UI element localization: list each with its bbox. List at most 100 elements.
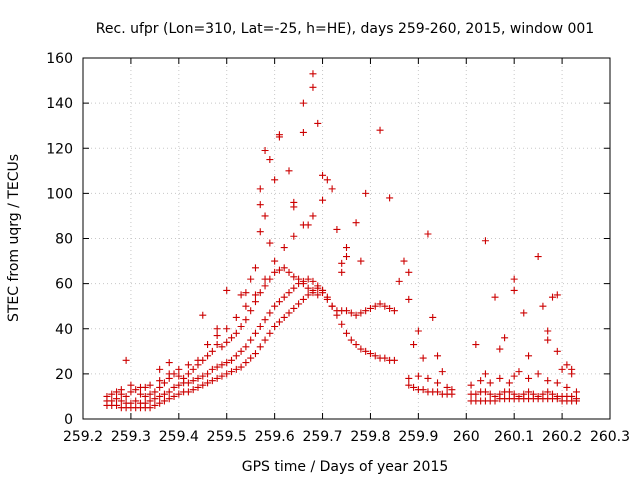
data-point bbox=[256, 201, 264, 209]
data-point bbox=[496, 374, 504, 382]
data-point bbox=[132, 386, 140, 394]
data-point bbox=[175, 372, 183, 380]
data-point bbox=[151, 388, 159, 396]
data-point bbox=[319, 196, 327, 204]
y-tick-label: 140 bbox=[46, 96, 73, 112]
data-point bbox=[151, 395, 159, 403]
data-point bbox=[295, 275, 303, 283]
data-point bbox=[314, 291, 322, 299]
data-point bbox=[218, 372, 226, 380]
data-point bbox=[194, 374, 202, 382]
data-points bbox=[103, 70, 580, 412]
data-point bbox=[242, 343, 250, 351]
data-point bbox=[443, 383, 451, 391]
data-point bbox=[122, 392, 130, 400]
data-point bbox=[510, 275, 518, 283]
data-point bbox=[309, 277, 317, 285]
data-point bbox=[481, 237, 489, 245]
data-point bbox=[290, 232, 298, 240]
data-point bbox=[232, 313, 240, 321]
data-point bbox=[189, 386, 197, 394]
data-point bbox=[434, 388, 442, 396]
data-point bbox=[309, 83, 317, 91]
data-point bbox=[558, 365, 566, 373]
data-point bbox=[362, 189, 370, 197]
y-tick-label: 0 bbox=[64, 412, 73, 428]
data-point bbox=[146, 390, 154, 398]
data-point bbox=[295, 300, 303, 308]
data-point bbox=[184, 370, 192, 378]
data-point bbox=[127, 381, 135, 389]
data-point bbox=[304, 221, 312, 229]
data-point bbox=[390, 356, 398, 364]
data-point bbox=[438, 368, 446, 376]
data-point bbox=[204, 379, 212, 387]
data-point bbox=[228, 334, 236, 342]
data-point bbox=[160, 379, 168, 387]
data-point bbox=[199, 311, 207, 319]
data-point bbox=[477, 377, 485, 385]
data-point bbox=[395, 277, 403, 285]
data-point bbox=[156, 383, 164, 391]
data-point bbox=[414, 327, 422, 335]
data-point bbox=[280, 244, 288, 252]
data-point bbox=[343, 253, 350, 261]
data-point bbox=[362, 347, 370, 355]
data-point bbox=[237, 347, 245, 355]
chart-title: Rec. ufpr (Lon=310, Lat=-25, h=HE), days… bbox=[96, 21, 594, 37]
data-point bbox=[165, 370, 173, 378]
data-point bbox=[218, 361, 226, 369]
data-point bbox=[275, 131, 283, 139]
data-point bbox=[529, 390, 537, 398]
data-point bbox=[256, 228, 264, 236]
x-tick-label: 259.2 bbox=[63, 429, 103, 445]
y-tick-label: 20 bbox=[55, 367, 73, 383]
data-point bbox=[299, 295, 307, 303]
data-point bbox=[170, 383, 178, 391]
data-point bbox=[362, 307, 370, 315]
data-point bbox=[113, 388, 121, 396]
data-point bbox=[194, 356, 202, 364]
data-point bbox=[280, 264, 288, 272]
data-point bbox=[237, 363, 245, 371]
data-point bbox=[381, 302, 389, 310]
data-point bbox=[405, 381, 413, 389]
data-point bbox=[572, 388, 580, 396]
data-point bbox=[261, 336, 269, 344]
data-point bbox=[515, 392, 523, 400]
data-point bbox=[357, 257, 365, 265]
data-point bbox=[275, 266, 283, 274]
data-point bbox=[328, 185, 336, 193]
data-point bbox=[189, 365, 197, 373]
data-point bbox=[103, 392, 111, 400]
data-point bbox=[237, 322, 245, 330]
data-point bbox=[520, 390, 528, 398]
data-point bbox=[127, 399, 135, 407]
data-point bbox=[525, 388, 533, 396]
data-point bbox=[208, 377, 216, 385]
data-point bbox=[290, 284, 298, 292]
data-point bbox=[491, 293, 499, 301]
data-point bbox=[228, 356, 236, 364]
data-point bbox=[271, 257, 279, 265]
data-point bbox=[247, 275, 255, 283]
data-point bbox=[481, 388, 489, 396]
data-point bbox=[271, 322, 279, 330]
data-point bbox=[285, 289, 293, 297]
data-point bbox=[549, 390, 557, 398]
data-point bbox=[261, 275, 269, 283]
data-point bbox=[352, 311, 360, 319]
data-point bbox=[232, 365, 240, 373]
data-point bbox=[424, 374, 432, 382]
data-point bbox=[501, 334, 509, 342]
data-point bbox=[113, 395, 121, 403]
data-point bbox=[419, 354, 427, 362]
data-point bbox=[347, 336, 355, 344]
data-point bbox=[271, 176, 279, 184]
data-point bbox=[357, 345, 365, 353]
data-point bbox=[481, 370, 489, 378]
data-point bbox=[280, 293, 288, 301]
data-point bbox=[448, 386, 456, 394]
data-point bbox=[237, 291, 245, 299]
data-point bbox=[275, 298, 283, 306]
